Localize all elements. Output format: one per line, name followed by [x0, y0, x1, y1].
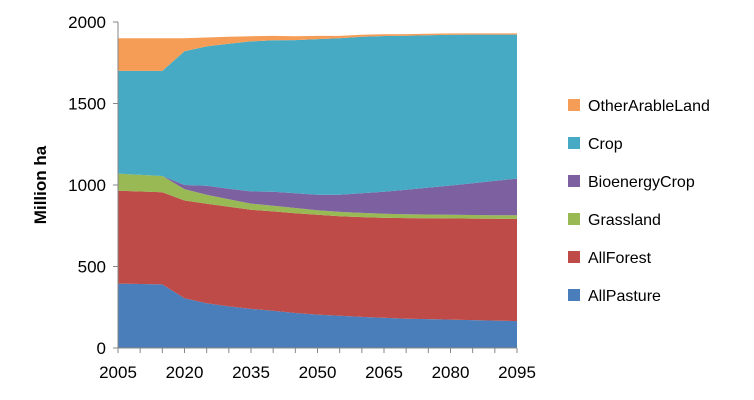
area-series-0 [118, 283, 517, 348]
legend-swatch [568, 213, 580, 225]
area-series-3 [118, 173, 517, 216]
legend-label: BioenergyCrop [588, 174, 695, 191]
area-series-2 [118, 173, 517, 219]
x-tick-label: 2065 [365, 363, 403, 382]
x-tick-label: 2095 [498, 363, 536, 382]
x-tick-label: 2080 [432, 363, 470, 382]
x-tick-label: 2050 [299, 363, 337, 382]
legend-swatch [568, 251, 580, 263]
legend-label: Crop [588, 136, 623, 153]
area-series-5 [118, 33, 517, 71]
legend-label: AllForest [588, 250, 652, 267]
legend-swatch [568, 137, 580, 149]
legend-swatch [568, 175, 580, 187]
y-tick-label: 0 [97, 339, 106, 358]
y-axis-title: Million ha [31, 145, 50, 224]
area-series-4 [118, 34, 517, 195]
y-tick-label: 500 [78, 258, 106, 277]
legend-label: AllPasture [588, 288, 661, 305]
area-series-1 [118, 190, 517, 322]
x-tick-label: 2005 [99, 363, 137, 382]
y-tick-label: 1000 [68, 176, 106, 195]
area-layers [118, 33, 517, 348]
x-tick-label: 2020 [166, 363, 204, 382]
y-tick-label: 1500 [68, 95, 106, 114]
axes: 0 500 1000 1500 2000 2005 2020 2035 2050 2065 2080… [68, 13, 536, 382]
legend-swatch [568, 99, 580, 111]
legend: OtherArableLand Crop BioenergyCrop Grasslan… [568, 98, 710, 305]
legend-label: Grassland [588, 212, 661, 229]
legend-label: OtherArableLand [588, 98, 710, 115]
legend-swatch [568, 289, 580, 301]
x-tick-label: 2035 [232, 363, 270, 382]
y-tick-label: 2000 [68, 13, 106, 32]
